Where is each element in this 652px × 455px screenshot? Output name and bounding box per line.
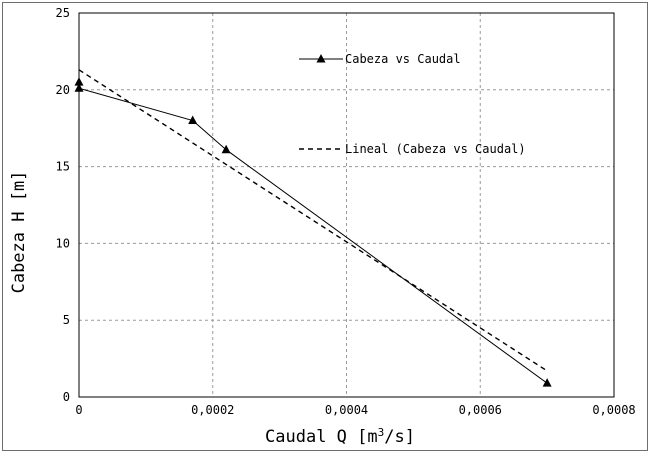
x-axis-title-main: Caudal Q [m bbox=[265, 427, 378, 447]
data-point-triangle bbox=[74, 83, 84, 92]
chart-frame bbox=[2, 2, 648, 451]
data-point-triangle bbox=[188, 115, 198, 125]
y-tick-label: 10 bbox=[56, 236, 70, 250]
y-axis-title: Cabeza H [m] bbox=[9, 171, 29, 294]
y-tick-label: 15 bbox=[56, 160, 70, 174]
x-axis-title-end: /s] bbox=[384, 427, 415, 447]
series-layer bbox=[74, 69, 552, 387]
y-tick-label: 25 bbox=[56, 6, 70, 20]
measured-series-line bbox=[78, 82, 548, 384]
y-tick-label: 0 bbox=[63, 390, 70, 404]
data-point-triangle bbox=[74, 77, 84, 86]
grid bbox=[79, 13, 614, 397]
legend-label-measured: Cabeza vs Caudal bbox=[345, 52, 461, 66]
legend-entry-measured: Cabeza vs Caudal bbox=[299, 52, 461, 66]
y-tick-label: 20 bbox=[56, 83, 70, 97]
x-tick-label: 0,0004 bbox=[325, 403, 368, 417]
data-point-triangle bbox=[221, 144, 231, 154]
legend-label-linear: Lineal (Cabeza vs Caudal) bbox=[345, 142, 526, 156]
linear-trend-line bbox=[78, 69, 548, 372]
y-axis-ticks: 0 5 10 15 20 25 bbox=[56, 6, 70, 404]
x-axis-title: Caudal Q [m3/s] bbox=[265, 426, 415, 448]
legend-triangle-marker bbox=[316, 54, 326, 63]
legend: Cabeza vs Caudal Lineal (Cabeza vs Cauda… bbox=[299, 52, 526, 156]
plot-area bbox=[78, 12, 615, 398]
x-tick-label: 0,0002 bbox=[191, 403, 234, 417]
legend-entry-linear: Lineal (Cabeza vs Caudal) bbox=[299, 142, 526, 156]
x-tick-label: 0,0008 bbox=[592, 403, 635, 417]
x-axis-ticks: 0 0,0002 0,0004 0,0006 0,0008 bbox=[75, 403, 635, 417]
x-axis-title-sup: 3 bbox=[378, 426, 385, 439]
y-tick-label: 5 bbox=[63, 313, 70, 327]
x-tick-label: 0 bbox=[75, 403, 82, 417]
data-point-triangle bbox=[542, 378, 552, 387]
x-tick-label: 0,0006 bbox=[459, 403, 502, 417]
